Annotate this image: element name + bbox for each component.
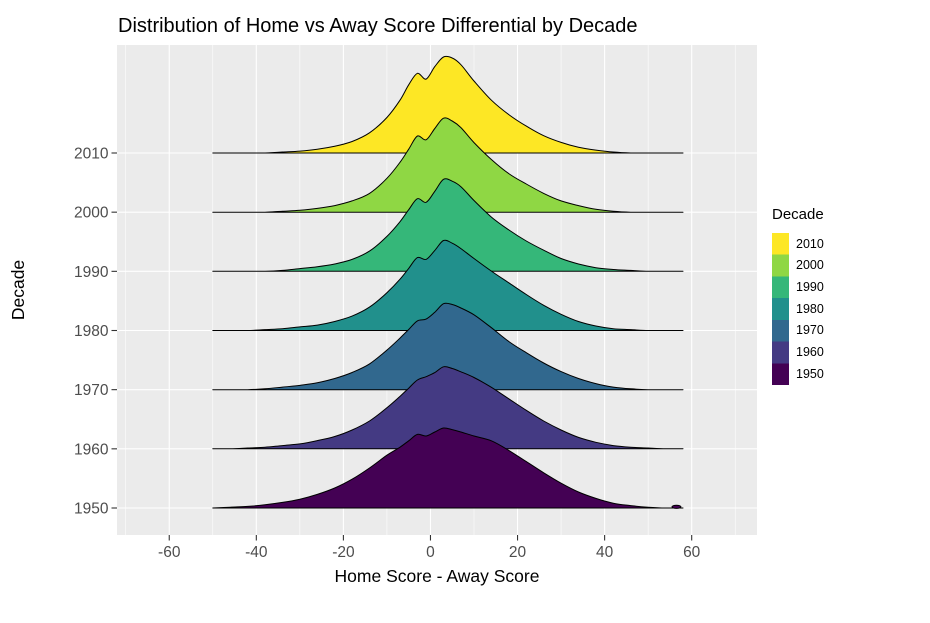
y-tick-label: 1950: [74, 501, 109, 518]
x-tick-label: -60: [158, 544, 181, 561]
y-tick-label: 2000: [74, 205, 109, 222]
legend-label: 2010: [796, 236, 824, 251]
ridge-1980: [212, 239, 684, 331]
x-tick-label: 20: [509, 544, 527, 561]
x-tick-label: 60: [683, 544, 701, 561]
legend-title: Decade: [772, 206, 824, 223]
x-axis-title: Home Score - Away Score: [335, 566, 540, 586]
legend-label: 1990: [796, 280, 824, 294]
legend-label: 1980: [796, 301, 824, 316]
legend-label: 1970: [796, 323, 824, 338]
ridge-1970: [212, 302, 684, 391]
legend-colorbar: [772, 233, 789, 385]
ridge-1960: [212, 366, 684, 450]
y-tick-label: 1980: [74, 323, 109, 340]
y-tick-label: 1970: [74, 382, 109, 399]
legend-labels: 2010 2000 1990 1980 1970 1960 1950: [796, 233, 824, 385]
x-tick-label: 40: [596, 544, 614, 561]
y-tick-label: 1960: [74, 441, 109, 458]
x-tick-label: 0: [426, 544, 435, 561]
legend-body: 2010 2000 1990 1980 1970 1960 1950: [772, 233, 824, 385]
legend-label: 2000: [796, 258, 824, 273]
ridge-2010: [212, 55, 684, 154]
ridge-1990: [212, 178, 684, 272]
ridges: [212, 55, 684, 509]
ridge-2000: [212, 117, 684, 213]
y-axis-title: Decade: [8, 260, 28, 320]
x-tick-label: -40: [245, 544, 268, 561]
y-tick-label: 2010: [74, 146, 109, 163]
chart-title: Distribution of Home vs Away Score Diffe…: [118, 15, 638, 37]
tick-marks: [111, 152, 693, 541]
y-tick-label: 1990: [74, 264, 109, 281]
x-tick-label: -20: [332, 544, 355, 561]
legend-label: 1950: [796, 366, 824, 381]
outlier-blip: [671, 504, 682, 509]
legend: Decade 2010 2000 1990 1980 1970 1960 1950: [772, 206, 824, 385]
ridge-1950: [212, 427, 684, 509]
legend-label: 1960: [796, 345, 824, 360]
